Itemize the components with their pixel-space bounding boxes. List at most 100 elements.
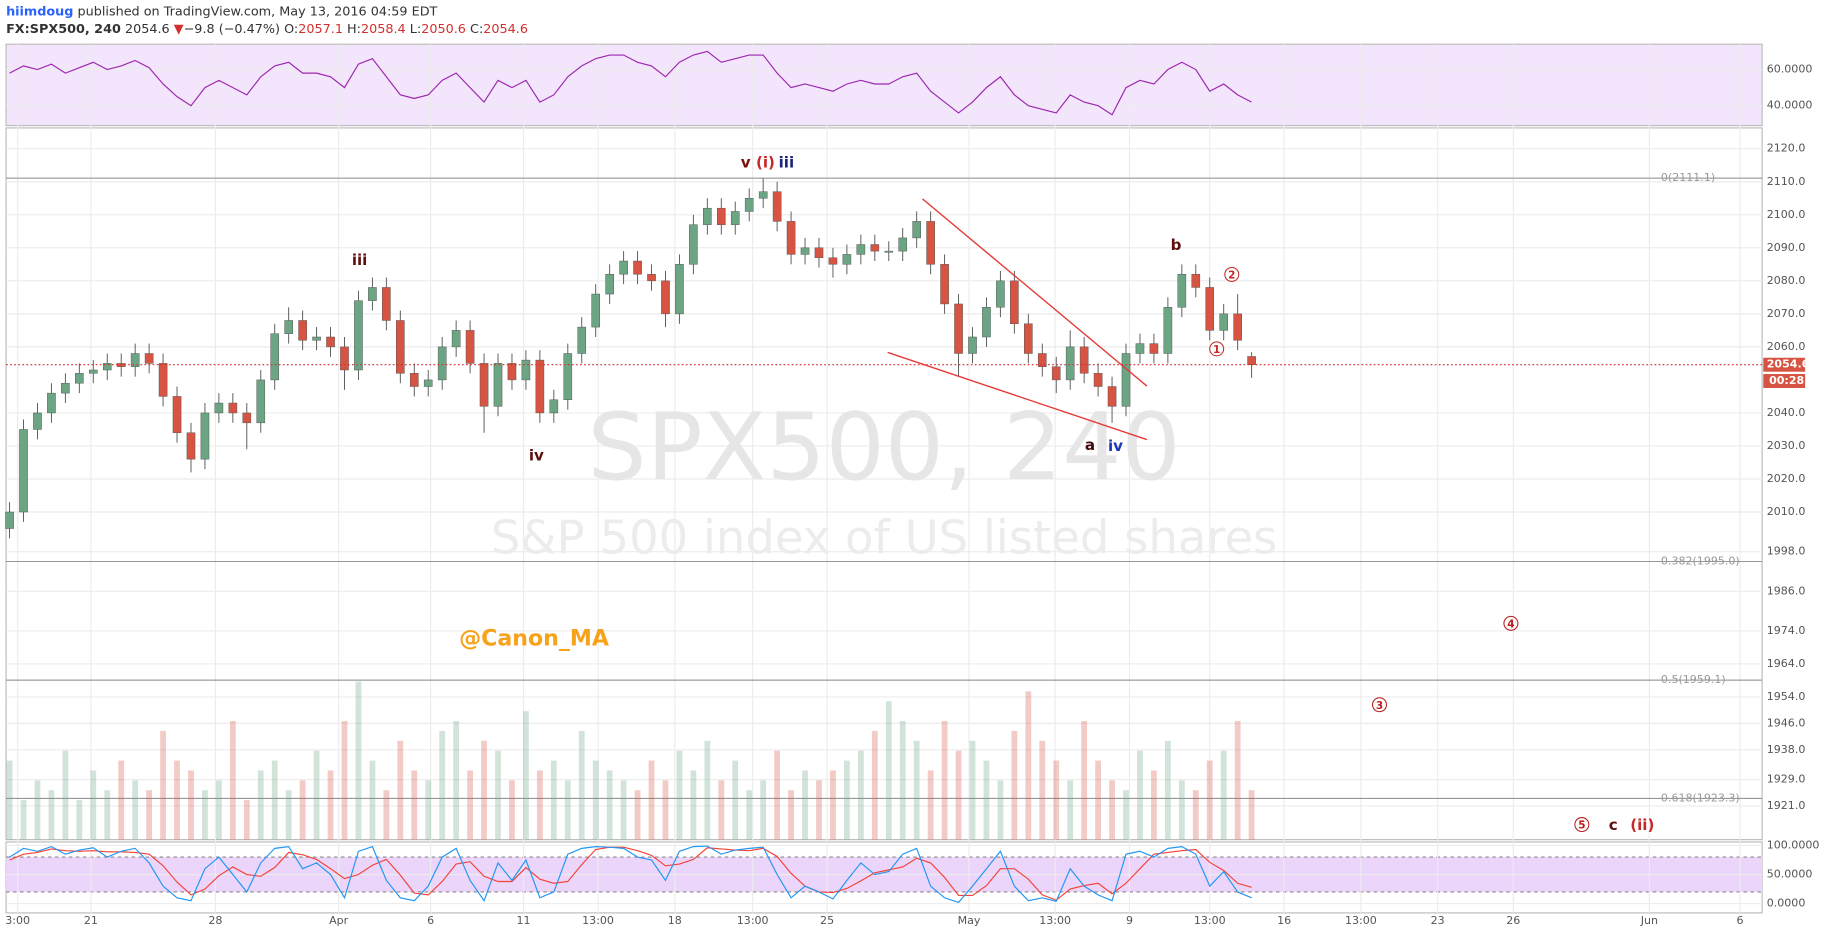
y-tick-label: 1954.0 [1767, 690, 1806, 703]
main-pane [5, 127, 1763, 841]
candle-body [5, 511, 14, 529]
header-line-2: FX:SPX500, 240 2054.6 ▼−9.8 (−0.47%) O:2… [6, 22, 528, 37]
author[interactable]: hiimdoug [6, 4, 73, 19]
x-tick-label: 23 [1431, 914, 1445, 927]
volume-bar [453, 721, 460, 840]
candle-body [396, 320, 405, 374]
candle-body [675, 264, 684, 315]
candle-body [1079, 346, 1089, 374]
plot: 0(2111.1) 0.382(1995.0) 0.5(1959.1) 0.618(1… [5, 50, 1810, 904]
volume-bar [229, 721, 236, 840]
volume-bar [718, 780, 725, 840]
candle-body [842, 254, 852, 265]
y-tick-label: 2010.0 [1767, 505, 1806, 518]
candle-body [354, 300, 363, 371]
volume-bar [1137, 750, 1143, 840]
volume-bar [1206, 760, 1213, 840]
countdown-tag [1763, 374, 1806, 388]
volume-bar [634, 790, 641, 840]
candle-body [884, 250, 894, 253]
y-tick-label: 40.0000 [1767, 99, 1813, 112]
fib-label: 0.382(1995.0) [1661, 555, 1740, 568]
arrow: ▼ [174, 22, 184, 37]
volume-bar [1178, 780, 1185, 840]
candle-body [563, 353, 573, 400]
candle-body [186, 432, 196, 460]
volume-bar [313, 750, 320, 840]
rsi-line [9, 50, 1252, 116]
candle-body [326, 336, 335, 348]
candle-body [270, 333, 280, 381]
volume-bar [592, 760, 599, 840]
stoch-k-line [9, 845, 1252, 904]
candle-body [61, 382, 70, 394]
y-tick-label: 60.0000 [1767, 63, 1813, 76]
candle-body [591, 293, 601, 328]
o-label: O: [284, 22, 298, 37]
volume-bar [1053, 760, 1060, 840]
candle-body [214, 402, 224, 414]
candle-body [228, 402, 238, 414]
candle-body [800, 247, 810, 255]
volume-bar [425, 780, 432, 840]
x-tick-label: 6 [1737, 914, 1744, 927]
volume-bar [34, 780, 41, 840]
y-tick-label: 2090.0 [1767, 241, 1806, 254]
wave-label: (ii) [1630, 816, 1654, 834]
y-tick-label: 2060.0 [1767, 340, 1806, 353]
y-tick-label: 2100.0 [1767, 208, 1806, 221]
l-label: L: [410, 22, 421, 37]
candle-body [130, 353, 140, 367]
volume-bar [174, 760, 180, 840]
candle-body [744, 198, 754, 212]
volume-bar [983, 760, 990, 840]
volume-bar [215, 780, 222, 840]
y-tick-label: 100.0000 [1767, 838, 1820, 851]
candle-body [996, 280, 1005, 308]
candle-body [1163, 307, 1173, 354]
grid: 3:00 21 28 Apr 6 11 13:00 18 13:00 25 May 13:00 9 13:… [5, 44, 1819, 927]
candle-body [102, 363, 112, 371]
x-tick-label: 25 [820, 914, 834, 927]
y-tick-label: 2110.0 [1767, 175, 1806, 188]
volume-bar [271, 760, 278, 840]
l-value: 2050.6 [421, 22, 466, 37]
candle-body [1093, 373, 1103, 387]
candle-body [521, 359, 531, 381]
candle-body [409, 373, 419, 387]
volume-bar [564, 780, 571, 840]
volume-bar [927, 770, 934, 840]
volume-bar [481, 740, 487, 840]
y-tick-label: 1929.0 [1767, 773, 1806, 786]
volume-bar [90, 770, 97, 840]
fib-label: 0(2111.1) [1661, 171, 1715, 184]
h-value: 2058.4 [361, 22, 406, 37]
volume-bar [118, 760, 125, 840]
stoch-d-line [9, 846, 1252, 901]
x-tick-label: 26 [1506, 914, 1520, 927]
candle-body [856, 244, 866, 255]
candle-body [493, 363, 503, 407]
candle-body [535, 359, 545, 414]
y-tick-label: 1921.0 [1767, 799, 1806, 812]
volume-bar [48, 790, 55, 840]
candle-body [1065, 346, 1075, 381]
candle-body [451, 330, 461, 348]
volume-bar [648, 760, 655, 840]
volume-bar [774, 750, 781, 840]
rsi-pane [5, 43, 1763, 127]
wave-label: a [1085, 436, 1095, 454]
candle-body [814, 247, 824, 258]
annotation-circle [1574, 817, 1590, 833]
candle-body [368, 287, 377, 301]
x-tick-label: 3:00 [5, 914, 30, 927]
candle-body [1177, 273, 1187, 308]
candle-body [423, 379, 433, 387]
wave-label: 2 [1228, 270, 1235, 282]
volume-bar [857, 750, 864, 840]
wave-label: 5 [1578, 820, 1585, 832]
volume-bar [913, 740, 920, 840]
volume-bar [146, 790, 153, 840]
volume-bar [341, 721, 348, 840]
y-tick-label: 2030.0 [1767, 439, 1806, 452]
